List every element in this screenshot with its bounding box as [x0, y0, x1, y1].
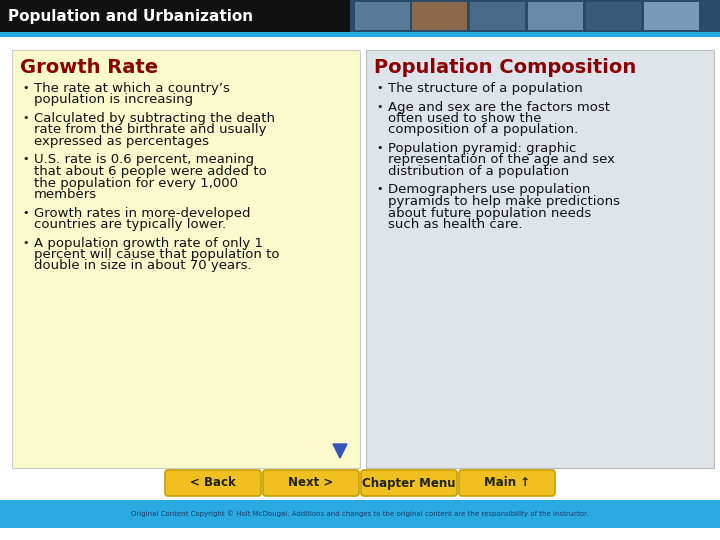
Polygon shape — [333, 444, 347, 458]
Text: the population for every 1,000: the population for every 1,000 — [34, 177, 238, 190]
FancyBboxPatch shape — [0, 500, 720, 528]
Text: The structure of a population: The structure of a population — [388, 82, 582, 95]
FancyBboxPatch shape — [528, 2, 583, 30]
Text: such as health care.: such as health care. — [388, 218, 523, 231]
FancyBboxPatch shape — [459, 470, 555, 496]
Text: members: members — [34, 188, 97, 201]
Text: •: • — [22, 113, 29, 123]
Text: •: • — [22, 154, 29, 165]
Text: about future population needs: about future population needs — [388, 206, 591, 219]
FancyBboxPatch shape — [0, 45, 720, 467]
Text: percent will cause that population to: percent will cause that population to — [34, 248, 279, 261]
Text: Growth Rate: Growth Rate — [20, 58, 158, 77]
Text: < Back: < Back — [190, 476, 236, 489]
FancyBboxPatch shape — [350, 0, 720, 32]
Text: double in size in about 70 years.: double in size in about 70 years. — [34, 260, 251, 273]
Text: Main ↑: Main ↑ — [484, 476, 530, 489]
Text: Next >: Next > — [289, 476, 333, 489]
Text: •: • — [376, 185, 382, 194]
Text: Population and Urbanization: Population and Urbanization — [8, 9, 253, 24]
FancyBboxPatch shape — [12, 50, 360, 468]
FancyBboxPatch shape — [0, 32, 720, 37]
Text: Chapter Menu: Chapter Menu — [362, 476, 456, 489]
Text: distribution of a population: distribution of a population — [388, 165, 569, 178]
Text: Population Composition: Population Composition — [374, 58, 636, 77]
Text: Demographers use population: Demographers use population — [388, 184, 590, 197]
FancyBboxPatch shape — [366, 50, 714, 468]
FancyBboxPatch shape — [263, 470, 359, 496]
Text: often used to show the: often used to show the — [388, 112, 541, 125]
Text: population is increasing: population is increasing — [34, 93, 193, 106]
FancyBboxPatch shape — [700, 2, 720, 30]
Text: composition of a population.: composition of a population. — [388, 124, 578, 137]
Text: representation of the age and sex: representation of the age and sex — [388, 153, 615, 166]
Text: Age and sex are the factors most: Age and sex are the factors most — [388, 100, 610, 113]
Text: U.S. rate is 0.6 percent, meaning: U.S. rate is 0.6 percent, meaning — [34, 153, 254, 166]
Text: •: • — [22, 207, 29, 218]
Text: Original Content Copyright © Holt McDougal. Additions and changes to the origina: Original Content Copyright © Holt McDoug… — [131, 511, 589, 517]
FancyBboxPatch shape — [165, 470, 261, 496]
Text: •: • — [376, 143, 382, 153]
Text: that about 6 people were added to: that about 6 people were added to — [34, 165, 266, 178]
Text: A population growth rate of only 1: A population growth rate of only 1 — [34, 237, 263, 249]
FancyBboxPatch shape — [470, 2, 525, 30]
Text: countries are typically lower.: countries are typically lower. — [34, 218, 226, 231]
FancyBboxPatch shape — [361, 470, 457, 496]
Text: The rate at which a country’s: The rate at which a country’s — [34, 82, 230, 95]
FancyBboxPatch shape — [586, 2, 641, 30]
FancyBboxPatch shape — [412, 2, 467, 30]
Text: expressed as percentages: expressed as percentages — [34, 135, 209, 148]
Text: Calculated by subtracting the death: Calculated by subtracting the death — [34, 112, 275, 125]
Text: •: • — [376, 102, 382, 111]
Text: rate from the birthrate and usually: rate from the birthrate and usually — [34, 124, 266, 137]
Text: •: • — [22, 83, 29, 93]
Text: Population pyramid: graphic: Population pyramid: graphic — [388, 142, 577, 155]
Text: •: • — [376, 83, 382, 93]
FancyBboxPatch shape — [0, 0, 720, 32]
Text: pyramids to help make predictions: pyramids to help make predictions — [388, 195, 620, 208]
Text: •: • — [22, 238, 29, 247]
Text: Growth rates in more-developed: Growth rates in more-developed — [34, 206, 251, 219]
FancyBboxPatch shape — [644, 2, 699, 30]
FancyBboxPatch shape — [355, 2, 410, 30]
